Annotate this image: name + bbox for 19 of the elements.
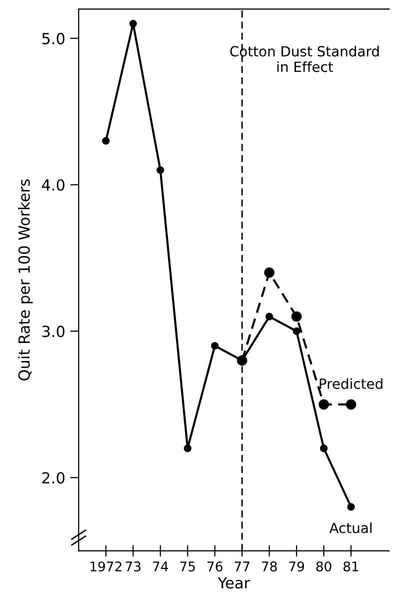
x-tick-label: 75 bbox=[180, 562, 195, 572]
y-tick-label: 2.0 bbox=[42, 472, 64, 484]
x-tick-label: 81 bbox=[344, 561, 358, 572]
x-tick-label: 80 bbox=[316, 561, 332, 572]
series-label: Actual bbox=[329, 522, 372, 534]
x-tick-label: 77 bbox=[234, 562, 250, 572]
x-tick-label: 79 bbox=[289, 561, 304, 572]
y-tick-label: 3.0 bbox=[42, 326, 64, 338]
x-tick-label: 76 bbox=[208, 561, 222, 572]
x-tick-label: 74 bbox=[153, 562, 168, 572]
x-tick-label: 73 bbox=[126, 561, 140, 572]
y-tick-label: 4.0 bbox=[42, 179, 64, 191]
ref-line-label: Cotton Dust Standard in Effect bbox=[230, 46, 379, 72]
x-tick-label: 1972 bbox=[90, 561, 122, 572]
x-axis-title: Year bbox=[218, 577, 250, 589]
y-axis-title: Quit Rate per 100 Workers bbox=[18, 179, 33, 380]
series-label: Predicted bbox=[320, 378, 382, 389]
x-tick-label: 78 bbox=[262, 561, 277, 572]
y-tick-label: 5.0 bbox=[42, 32, 64, 44]
